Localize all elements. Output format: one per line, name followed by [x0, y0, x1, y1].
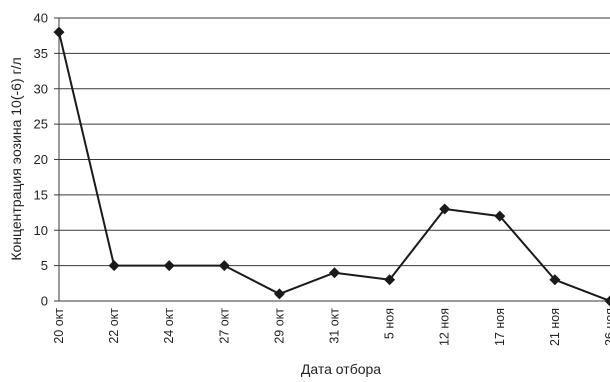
- data-point-marker: [605, 296, 610, 307]
- y-tick-label: 20: [34, 152, 48, 167]
- data-point-marker: [219, 260, 230, 271]
- y-tick-label: 35: [34, 46, 48, 61]
- x-tick-label: 20 окт: [52, 308, 66, 344]
- x-tick-label: 21 ноя: [548, 308, 562, 346]
- y-tick-label: 5: [41, 258, 48, 273]
- x-tick-labels: 20 окт 22 окт 24 окт 27 окт 29 окт 31 окт 5 но…: [52, 308, 610, 346]
- gridlines: [59, 18, 610, 266]
- x-tick-label: 31 окт: [328, 308, 342, 344]
- data-point-marker: [109, 260, 120, 271]
- x-tick-label: 22 окт: [107, 308, 121, 344]
- y-tick-label: 10: [34, 223, 48, 238]
- x-tick-label: 5 ноя: [383, 308, 397, 339]
- x-tick-label: 17 ноя: [493, 308, 507, 346]
- y-tick-label: 25: [34, 117, 48, 132]
- x-axis-title: Дата отбора: [301, 361, 381, 377]
- x-tick-label: 29 окт: [272, 308, 286, 344]
- x-tick-label: 12 ноя: [438, 308, 452, 346]
- y-tick-label: 30: [34, 81, 48, 96]
- y-tick-label: 40: [34, 11, 48, 26]
- x-tick-label: 27 окт: [217, 308, 231, 344]
- y-tick-label: 15: [34, 187, 48, 202]
- data-point-marker: [54, 27, 65, 38]
- x-tick-label: 26 ноя: [603, 308, 610, 346]
- data-point-marker: [164, 260, 175, 271]
- data-point-marker: [274, 288, 285, 299]
- y-axis-title: Концентрация эозина 10(-6) г/л: [8, 57, 24, 260]
- y-tick-label: 0: [41, 294, 48, 309]
- series-line: [59, 32, 610, 301]
- x-tick-label: 24 окт: [162, 308, 176, 344]
- y-tick-labels: 0 5 10 15 20 25 30 35 40: [34, 11, 48, 309]
- data-point-marker: [329, 267, 340, 278]
- series-layer: [54, 27, 610, 307]
